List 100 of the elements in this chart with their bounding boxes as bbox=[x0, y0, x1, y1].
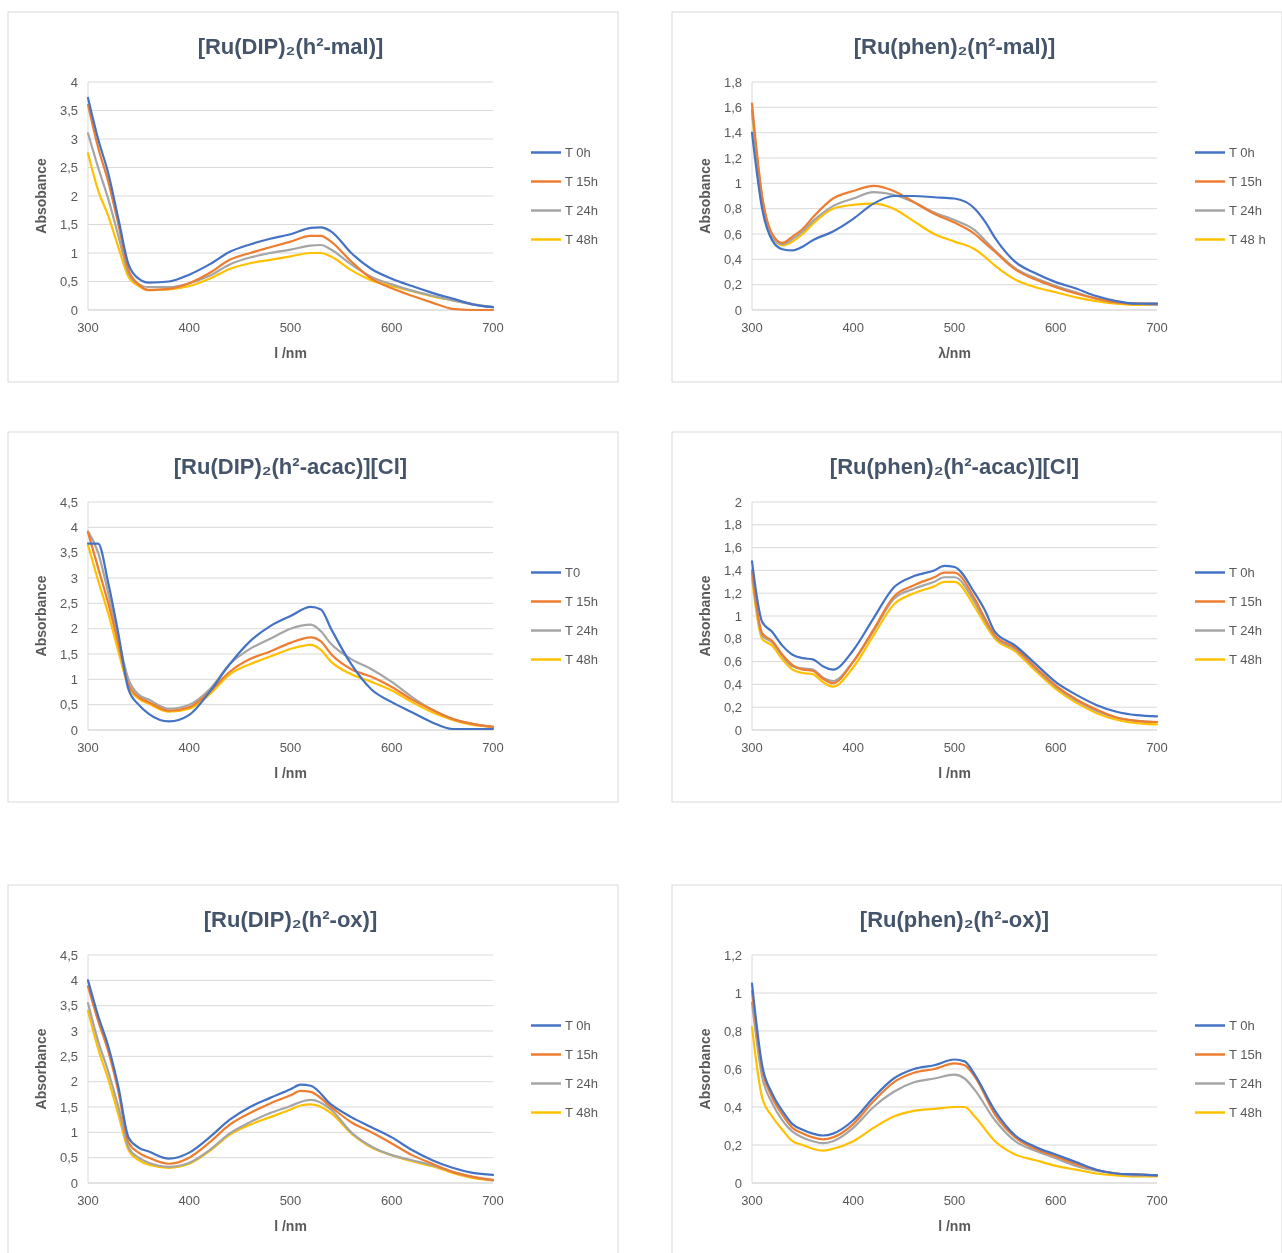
x-tick-label: 400 bbox=[178, 320, 201, 335]
y-tick-label: 0,4 bbox=[723, 1099, 742, 1115]
y-tick-label: 0,8 bbox=[723, 1023, 742, 1039]
legend-label: T 15h bbox=[1229, 174, 1263, 190]
y-tick-label: 0 bbox=[734, 1175, 742, 1191]
legend-label: T 48 h bbox=[1229, 232, 1266, 248]
legend-label: T 15h bbox=[565, 594, 599, 610]
y-tick-label: 0,2 bbox=[723, 1137, 742, 1153]
legend-label: T 48h bbox=[565, 232, 599, 248]
x-tick-label: 600 bbox=[380, 740, 403, 755]
x-axis-title: l /nm bbox=[938, 1218, 971, 1234]
y-tick-label: 1,5 bbox=[59, 646, 78, 662]
y-axis-title: Absorbance bbox=[33, 1028, 49, 1110]
y-tick-label: 2,5 bbox=[59, 595, 78, 611]
chart-title: [Ru(phen)₂(h²-acac)][Cl] bbox=[829, 454, 1080, 479]
y-tick-label: 3,5 bbox=[59, 103, 78, 119]
y-tick-label: 0 bbox=[70, 722, 78, 738]
y-tick-label: 0,5 bbox=[59, 1150, 78, 1166]
legend-label: T 24h bbox=[1229, 623, 1263, 639]
y-tick-label: 0,2 bbox=[723, 277, 742, 293]
x-tick-label: 700 bbox=[482, 320, 504, 335]
y-tick-label: 0,8 bbox=[723, 201, 742, 217]
y-axis-title: Absobance bbox=[697, 158, 713, 234]
legend-label: T 48h bbox=[1229, 652, 1263, 668]
x-tick-label: 400 bbox=[842, 740, 865, 755]
y-tick-label: 1,4 bbox=[723, 562, 742, 578]
x-tick-label: 400 bbox=[842, 1193, 865, 1208]
y-tick-label: 1,2 bbox=[723, 585, 742, 601]
y-tick-label: 1,6 bbox=[723, 540, 742, 556]
legend-label: T 0h bbox=[1229, 145, 1255, 161]
y-tick-label: 2,5 bbox=[59, 1048, 78, 1064]
x-axis-title: l /nm bbox=[274, 345, 307, 361]
x-tick-label: 300 bbox=[77, 1193, 99, 1208]
y-tick-label: 1 bbox=[734, 175, 742, 191]
x-tick-label: 700 bbox=[482, 740, 504, 755]
y-tick-label: 0,6 bbox=[723, 654, 742, 670]
legend-label: T 24h bbox=[565, 623, 599, 639]
x-tick-label: 600 bbox=[1044, 1193, 1067, 1208]
legend-label: T 48h bbox=[565, 1105, 599, 1121]
x-tick-label: 400 bbox=[178, 740, 201, 755]
y-tick-label: 1,5 bbox=[59, 1099, 78, 1115]
y-tick-label: 1 bbox=[734, 608, 742, 624]
y-tick-label: 4 bbox=[70, 519, 78, 535]
y-tick-label: 1,4 bbox=[723, 125, 742, 141]
y-tick-label: 1,8 bbox=[723, 74, 742, 90]
legend-label: T 15h bbox=[1229, 1047, 1263, 1063]
legend-label: T 24h bbox=[565, 1076, 599, 1092]
y-tick-label: 0,8 bbox=[723, 631, 742, 647]
y-tick-label: 0,5 bbox=[59, 697, 78, 713]
legend-label: T 48h bbox=[1229, 1105, 1263, 1121]
y-tick-label: 2,5 bbox=[59, 160, 78, 176]
y-tick-label: 4 bbox=[70, 972, 78, 988]
x-tick-label: 300 bbox=[741, 1193, 763, 1208]
y-tick-label: 2 bbox=[70, 188, 78, 204]
legend-label: T 0h bbox=[1229, 565, 1255, 581]
x-tick-label: 600 bbox=[380, 320, 403, 335]
y-tick-label: 3 bbox=[70, 1023, 78, 1039]
y-tick-label: 1,8 bbox=[723, 517, 742, 533]
x-axis-title: l /nm bbox=[274, 1218, 307, 1234]
y-tick-label: 0 bbox=[70, 1175, 78, 1191]
y-tick-label: 0,5 bbox=[59, 274, 78, 290]
x-tick-label: 700 bbox=[1146, 320, 1168, 335]
y-axis-title: Absobance bbox=[33, 158, 49, 234]
legend-label: T 24h bbox=[1229, 1076, 1263, 1092]
x-tick-label: 500 bbox=[279, 1193, 302, 1208]
chart-title: [Ru(DIP)₂(h²-acac)][Cl] bbox=[173, 454, 408, 479]
y-tick-label: 0,6 bbox=[723, 1061, 742, 1077]
x-tick-label: 600 bbox=[1044, 740, 1067, 755]
y-tick-label: 3 bbox=[70, 570, 78, 586]
x-tick-label: 700 bbox=[482, 1193, 504, 1208]
y-tick-label: 4,5 bbox=[59, 947, 78, 963]
x-tick-label: 500 bbox=[279, 740, 302, 755]
legend-label: T 24h bbox=[1229, 203, 1263, 219]
legend-label: T 15h bbox=[565, 1047, 599, 1063]
x-tick-label: 400 bbox=[178, 1193, 201, 1208]
x-tick-label: 300 bbox=[741, 320, 763, 335]
x-tick-label: 500 bbox=[943, 740, 966, 755]
y-tick-label: 3 bbox=[70, 131, 78, 147]
legend-label: T 48h bbox=[565, 652, 599, 668]
y-tick-label: 1,6 bbox=[723, 99, 742, 115]
x-axis-title: λ/nm bbox=[938, 345, 971, 361]
chart-title: [Ru(phen)₂(h²-ox)] bbox=[859, 907, 1050, 932]
y-tick-label: 1 bbox=[734, 985, 742, 1001]
y-tick-label: 1,5 bbox=[59, 217, 78, 233]
y-tick-label: 0,2 bbox=[723, 699, 742, 715]
y-tick-label: 1 bbox=[70, 1124, 78, 1140]
legend-label: T 15h bbox=[1229, 594, 1263, 610]
x-axis-title: l /nm bbox=[938, 765, 971, 781]
x-tick-label: 600 bbox=[1044, 320, 1067, 335]
y-tick-label: 1,2 bbox=[723, 150, 742, 166]
y-tick-label: 2 bbox=[70, 621, 78, 637]
y-tick-label: 1 bbox=[70, 245, 78, 261]
y-tick-label: 0,4 bbox=[723, 251, 742, 267]
x-tick-label: 500 bbox=[943, 1193, 966, 1208]
y-tick-label: 2 bbox=[734, 494, 742, 510]
y-tick-label: 1 bbox=[70, 671, 78, 687]
x-tick-label: 300 bbox=[77, 320, 99, 335]
x-tick-label: 300 bbox=[741, 740, 763, 755]
x-tick-label: 500 bbox=[279, 320, 302, 335]
y-axis-title: Absorbance bbox=[697, 575, 713, 657]
